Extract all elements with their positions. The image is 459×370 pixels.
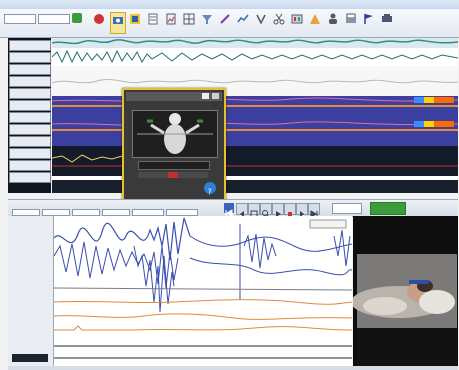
nav-button-next[interactable] [296, 203, 308, 217]
toolbar-button-montage[interactable] [128, 12, 142, 32]
channel-label[interactable] [9, 100, 51, 111]
toolbar-button-report[interactable] [164, 12, 178, 32]
channel-label[interactable] [9, 88, 51, 99]
channel-label[interactable] [9, 136, 51, 147]
events-icon [291, 14, 303, 24]
nav-dropdown[interactable] [102, 209, 130, 216]
bottom-channel-labels [8, 216, 54, 366]
position-sensor-popup[interactable]: ? [122, 88, 226, 205]
report-icon [166, 13, 176, 25]
patient-icon [329, 13, 337, 24]
top-waveform-panel[interactable] [51, 38, 459, 193]
nav-button-zoom[interactable] [260, 203, 272, 219]
channel-label[interactable] [9, 112, 51, 123]
navigation-bar [8, 199, 458, 219]
print-icon [346, 13, 356, 23]
montage-icon [130, 14, 140, 24]
go-epoch-button[interactable] [370, 202, 406, 215]
nav-dropdown[interactable] [42, 209, 70, 216]
toolbar-button-marker[interactable] [218, 12, 232, 32]
flag-icon [364, 14, 373, 24]
nav-dropdown[interactable] [132, 209, 164, 216]
toolbar [0, 9, 459, 38]
top-time-axis [52, 180, 458, 193]
toolbar-button-flag[interactable] [362, 12, 376, 32]
record-icon [94, 14, 104, 24]
nav-button-page[interactable] [248, 203, 260, 218]
nav-button-prev[interactable] [236, 203, 248, 217]
channel-label[interactable] [9, 124, 51, 135]
nav-dropdown[interactable] [72, 209, 100, 216]
channel-label-box[interactable] [12, 354, 48, 362]
channel-label[interactable] [9, 52, 51, 63]
arrow-right-icon [300, 211, 304, 217]
nav-dropdown[interactable] [12, 209, 40, 216]
help-icon: ? [208, 188, 212, 197]
popup-value-field[interactable] [138, 161, 210, 170]
toolbar-button-scissors[interactable] [272, 12, 286, 32]
toolbar-button-document[interactable] [146, 12, 160, 32]
bottom-waveform-traces [53, 217, 353, 359]
mode-dropdown[interactable] [4, 14, 36, 24]
channel-label[interactable] [9, 148, 51, 159]
tools-icon [382, 14, 392, 22]
channel-label[interactable] [9, 160, 51, 171]
channel-label[interactable] [9, 40, 51, 51]
popup-slider[interactable] [138, 172, 208, 178]
top-waveform-traces [51, 38, 459, 176]
patient-video-frame [351, 216, 458, 366]
grid-icon [183, 13, 195, 25]
toolbar-button-tools[interactable] [380, 12, 394, 32]
channel-label[interactable] [9, 64, 51, 75]
toolbar-button-events[interactable] [290, 12, 304, 32]
toolbar-button-camera[interactable] [110, 12, 126, 34]
toolbar-button-chart[interactable] [236, 12, 250, 32]
status-bar [8, 366, 458, 370]
epoch-counter[interactable] [332, 203, 362, 214]
toolbar-button-patient[interactable] [326, 12, 340, 32]
toolbar-button-record[interactable] [92, 12, 106, 32]
nav-dropdown[interactable] [166, 209, 198, 216]
calibration-icon [310, 14, 320, 24]
channel-label[interactable] [9, 76, 51, 87]
patient-video-panel[interactable] [351, 216, 458, 366]
scissors-icon [273, 13, 285, 25]
bottom-waveform-panel[interactable] [53, 216, 353, 366]
nav-button-stop[interactable] [284, 203, 296, 216]
help-button[interactable]: ? [204, 182, 216, 197]
skip-back-icon [225, 209, 233, 217]
toolbar-button-filter[interactable] [200, 12, 214, 32]
toolbar-button-calibration[interactable] [308, 12, 322, 32]
svg-text:?: ? [208, 188, 212, 197]
go-button[interactable] [72, 13, 82, 23]
toolbar-button-impedance[interactable] [254, 12, 268, 32]
impedance-icon [256, 14, 266, 25]
marker-icon [220, 14, 230, 24]
nav-button-first[interactable] [224, 203, 234, 217]
popup-minimize-button[interactable] [202, 93, 209, 99]
play-icon [276, 211, 281, 217]
body-position-icon [137, 113, 213, 154]
popup-slider-thumb[interactable] [168, 172, 178, 178]
posture-display [132, 110, 218, 158]
toolbar-button-print[interactable] [344, 12, 358, 32]
popup-close-button[interactable] [212, 93, 219, 108]
study-dropdown[interactable] [38, 14, 70, 24]
arrow-left-icon [240, 211, 244, 217]
channel-label[interactable] [9, 172, 51, 183]
chart-icon [237, 14, 249, 23]
nav-button-last[interactable] [308, 203, 320, 218]
popup-header [126, 92, 222, 101]
stop-icon [288, 212, 292, 216]
filter-icon [202, 15, 212, 24]
document-icon [148, 13, 158, 25]
close-icon [212, 102, 219, 108]
nav-button-play[interactable] [272, 203, 284, 217]
top-channel-labels [8, 38, 51, 193]
toolbar-button-grid[interactable] [182, 12, 196, 32]
camera-icon [113, 17, 123, 24]
